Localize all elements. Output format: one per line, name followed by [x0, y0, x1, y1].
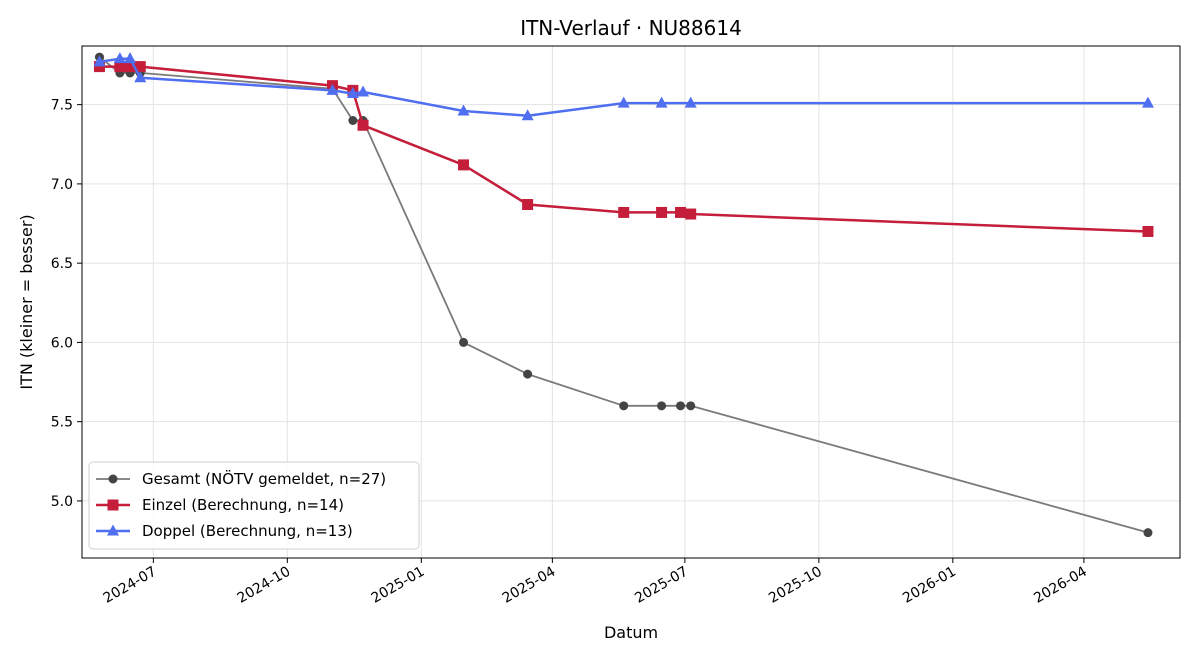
legend-label: Doppel (Berechnung, n=13)	[142, 522, 353, 540]
data-point	[113, 52, 126, 64]
data-point	[114, 61, 126, 73]
data-point	[124, 61, 136, 73]
data-point	[458, 159, 470, 171]
data-point	[93, 55, 106, 67]
data-point	[1141, 96, 1154, 108]
data-point	[619, 401, 629, 411]
legend-swatch-marker	[107, 499, 119, 511]
series-line	[98, 56, 1149, 534]
x-tick-label: 2024-07	[101, 564, 160, 607]
y-axis-label: ITN (kleiner = besser)	[17, 214, 36, 389]
data-point	[124, 52, 137, 64]
series-layer	[93, 52, 1154, 538]
x-axis: 2024-07 2024-10 2025-01 2025-04 2025-07 2025-…	[101, 558, 1090, 607]
x-tick-label: 2025-07	[632, 564, 691, 607]
data-point	[134, 71, 147, 83]
data-point	[93, 61, 105, 73]
data-point	[348, 116, 358, 126]
chart-title: ITN-Verlauf · NU88614	[520, 16, 742, 40]
grid	[82, 46, 1180, 558]
data-point	[457, 104, 470, 116]
data-point	[459, 337, 469, 347]
data-point	[676, 401, 686, 411]
data-point	[657, 401, 667, 411]
y-tick-label: 5.5	[51, 415, 73, 431]
legend-label: Gesamt (NÖTV gemeldet, n=27)	[142, 469, 386, 488]
data-point	[326, 83, 339, 95]
data-point	[346, 87, 359, 99]
legend-box	[88, 461, 420, 550]
legend: Gesamt (NÖTV gemeldet, n=27) Einzel (Bere…	[88, 461, 420, 550]
y-tick-label: 5.0	[51, 494, 73, 510]
y-tick-label: 6.5	[51, 256, 73, 272]
data-point	[686, 401, 696, 411]
data-point	[675, 206, 687, 218]
series-line	[99, 65, 1149, 233]
data-point	[523, 369, 533, 379]
legend-swatch-marker	[107, 524, 119, 536]
data-point	[357, 119, 369, 131]
x-tick-label: 2025-04	[500, 564, 559, 607]
data-point	[134, 61, 146, 73]
data-point	[656, 206, 668, 218]
legend-label: Einzel (Berechnung, n=14)	[142, 496, 344, 514]
x-tick-label: 2024-10	[235, 564, 294, 607]
series-square	[93, 61, 1154, 237]
data-point	[684, 96, 697, 108]
x-tick-label: 2026-01	[900, 564, 959, 607]
x-axis-label: Datum	[604, 623, 658, 642]
y-tick-label: 7.5	[51, 98, 73, 114]
x-tick-label: 2025-01	[369, 564, 428, 607]
data-point	[1143, 528, 1153, 538]
y-axis: 5.0 5.5 6.0 6.5 7.0 7.5	[51, 98, 82, 510]
series-triangle	[93, 52, 1154, 121]
data-point	[655, 96, 668, 108]
data-point	[618, 206, 630, 218]
legend-swatch-marker	[108, 474, 118, 484]
data-point	[685, 208, 697, 220]
data-point	[1142, 225, 1154, 237]
data-point	[521, 109, 534, 121]
x-tick-label: 2026-04	[1031, 564, 1090, 607]
y-tick-label: 6.0	[51, 335, 73, 351]
data-point	[522, 199, 534, 211]
data-point	[357, 85, 370, 97]
data-point	[617, 96, 630, 108]
y-tick-label: 7.0	[51, 177, 73, 193]
plot-frame	[81, 45, 1181, 559]
x-tick-label: 2025-10	[766, 564, 825, 607]
